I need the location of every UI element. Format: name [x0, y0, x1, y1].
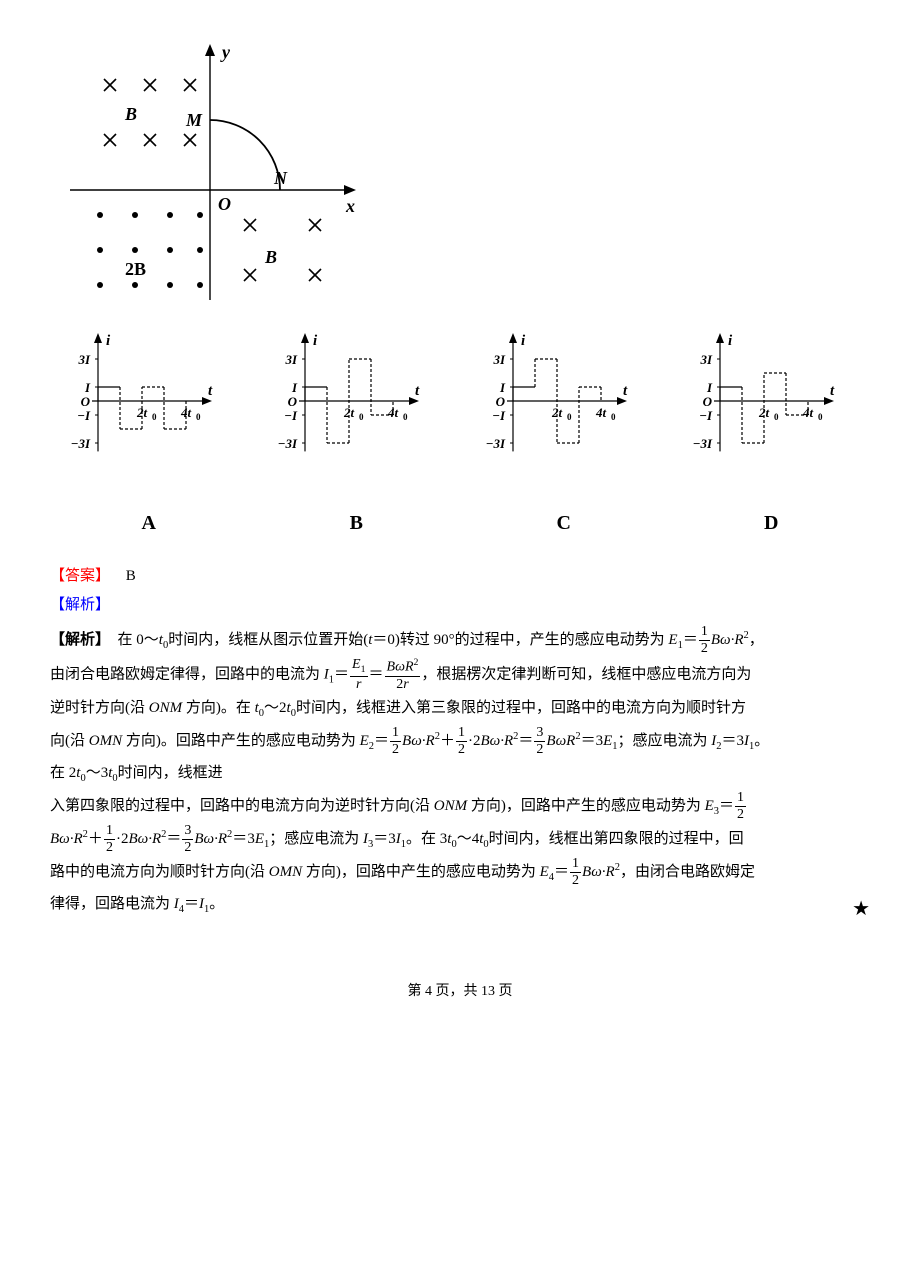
svg-text:i: i: [106, 333, 111, 349]
svg-text:2B: 2B: [125, 259, 146, 279]
svg-text:t: t: [208, 383, 213, 399]
option-label-b: B: [258, 504, 456, 542]
svg-text:i: i: [521, 333, 526, 349]
option-label-a: A: [50, 504, 248, 542]
svg-text:−I: −I: [284, 408, 298, 423]
answer-value: B: [126, 568, 136, 584]
svg-text:4t: 4t: [595, 405, 607, 420]
answer-line: 【答案】 B: [50, 562, 870, 591]
svg-text:0: 0: [359, 412, 364, 422]
svg-text:0: 0: [774, 412, 779, 422]
svg-text:I: I: [499, 380, 506, 395]
svg-text:B: B: [264, 247, 277, 267]
option-label-d: D: [673, 504, 871, 542]
svg-text:y: y: [220, 42, 231, 62]
explain-label: 【解析】: [50, 632, 110, 648]
analysis-label-line: 【解析】: [50, 591, 870, 620]
graph-col-b: 3IIO−I−3Iit2t04t0 B: [258, 331, 456, 543]
svg-text:0: 0: [152, 412, 157, 422]
svg-text:O: O: [288, 394, 298, 409]
graph-col-a: 3IIO−I−3Iit2t04t0 A: [50, 331, 248, 543]
svg-text:O: O: [495, 394, 505, 409]
figure-area: yxOMNBB2B 3IIO−I−3Iit2t04t0 A 3IIO−I−3Ii…: [50, 40, 870, 542]
svg-text:0: 0: [567, 412, 572, 422]
svg-text:i: i: [313, 333, 318, 349]
svg-text:−3I: −3I: [278, 436, 298, 451]
footer-prefix: 第: [408, 984, 426, 999]
svg-text:3I: 3I: [285, 352, 299, 367]
svg-text:−3I: −3I: [485, 436, 505, 451]
svg-text:O: O: [703, 394, 713, 409]
svg-text:t: t: [415, 383, 420, 399]
star-icon: ★: [852, 890, 870, 928]
page-footer: 第 4 页，共 13 页: [50, 979, 870, 1006]
svg-text:i: i: [728, 333, 733, 349]
svg-text:O: O: [218, 194, 231, 214]
option-graphs-row: 3IIO−I−3Iit2t04t0 A 3IIO−I−3Iit2t04t0 B …: [50, 331, 870, 543]
graph-col-d: 3IIO−I−3Iit2t04t0 D: [673, 331, 871, 543]
svg-text:B: B: [124, 104, 137, 124]
footer-total: 13: [481, 984, 495, 999]
answer-label: 【答案】: [50, 568, 110, 584]
svg-text:N: N: [273, 168, 288, 188]
graph-d-svg: 3IIO−I−3Iit2t04t0: [676, 331, 866, 486]
svg-text:t: t: [830, 383, 835, 399]
svg-text:3I: 3I: [700, 352, 714, 367]
coordinate-diagram-svg: y x O M N B B 2B: [50, 40, 360, 310]
footer-mid: 页，共: [432, 984, 481, 999]
svg-text:3I: 3I: [492, 352, 506, 367]
svg-text:t: t: [623, 383, 628, 399]
svg-text:x: x: [345, 196, 355, 216]
svg-text:−I: −I: [492, 408, 506, 423]
graph-b-svg: 3IIO−I−3Iit2t04t0: [261, 331, 451, 486]
svg-text:2t: 2t: [551, 405, 563, 420]
svg-text:M: M: [185, 110, 203, 130]
svg-text:−I: −I: [699, 408, 713, 423]
svg-text:3I: 3I: [77, 352, 91, 367]
option-label-c: C: [465, 504, 663, 542]
footer-current: 4: [425, 984, 432, 999]
svg-text:0: 0: [818, 412, 823, 422]
graph-c-svg: 3I IO−I −3I i t 2t 0 4t 0: [469, 331, 659, 486]
svg-text:I: I: [706, 380, 713, 395]
explanation-body: 【解析】 在 0～t0时间内，线框从图示位置开始(t＝0)转过 90°的过程中，…: [50, 625, 870, 919]
svg-text:I: I: [291, 380, 298, 395]
svg-text:0: 0: [196, 412, 201, 422]
svg-text:0: 0: [403, 412, 408, 422]
graph-col-c: 3I IO−I −3I i t 2t 0 4t 0 C: [465, 331, 663, 543]
main-diagram: y x O M N B B 2B: [50, 40, 870, 321]
svg-text:O: O: [80, 394, 90, 409]
footer-suffix: 页: [495, 984, 513, 999]
svg-text:I: I: [84, 380, 91, 395]
svg-text:−I: −I: [77, 408, 91, 423]
graph-a-svg: 3IIO−I−3Iit2t04t0: [54, 331, 244, 486]
analysis-label: 【解析】: [50, 597, 110, 613]
svg-text:0: 0: [611, 412, 616, 422]
svg-text:−3I: −3I: [693, 436, 713, 451]
svg-text:−3I: −3I: [70, 436, 90, 451]
